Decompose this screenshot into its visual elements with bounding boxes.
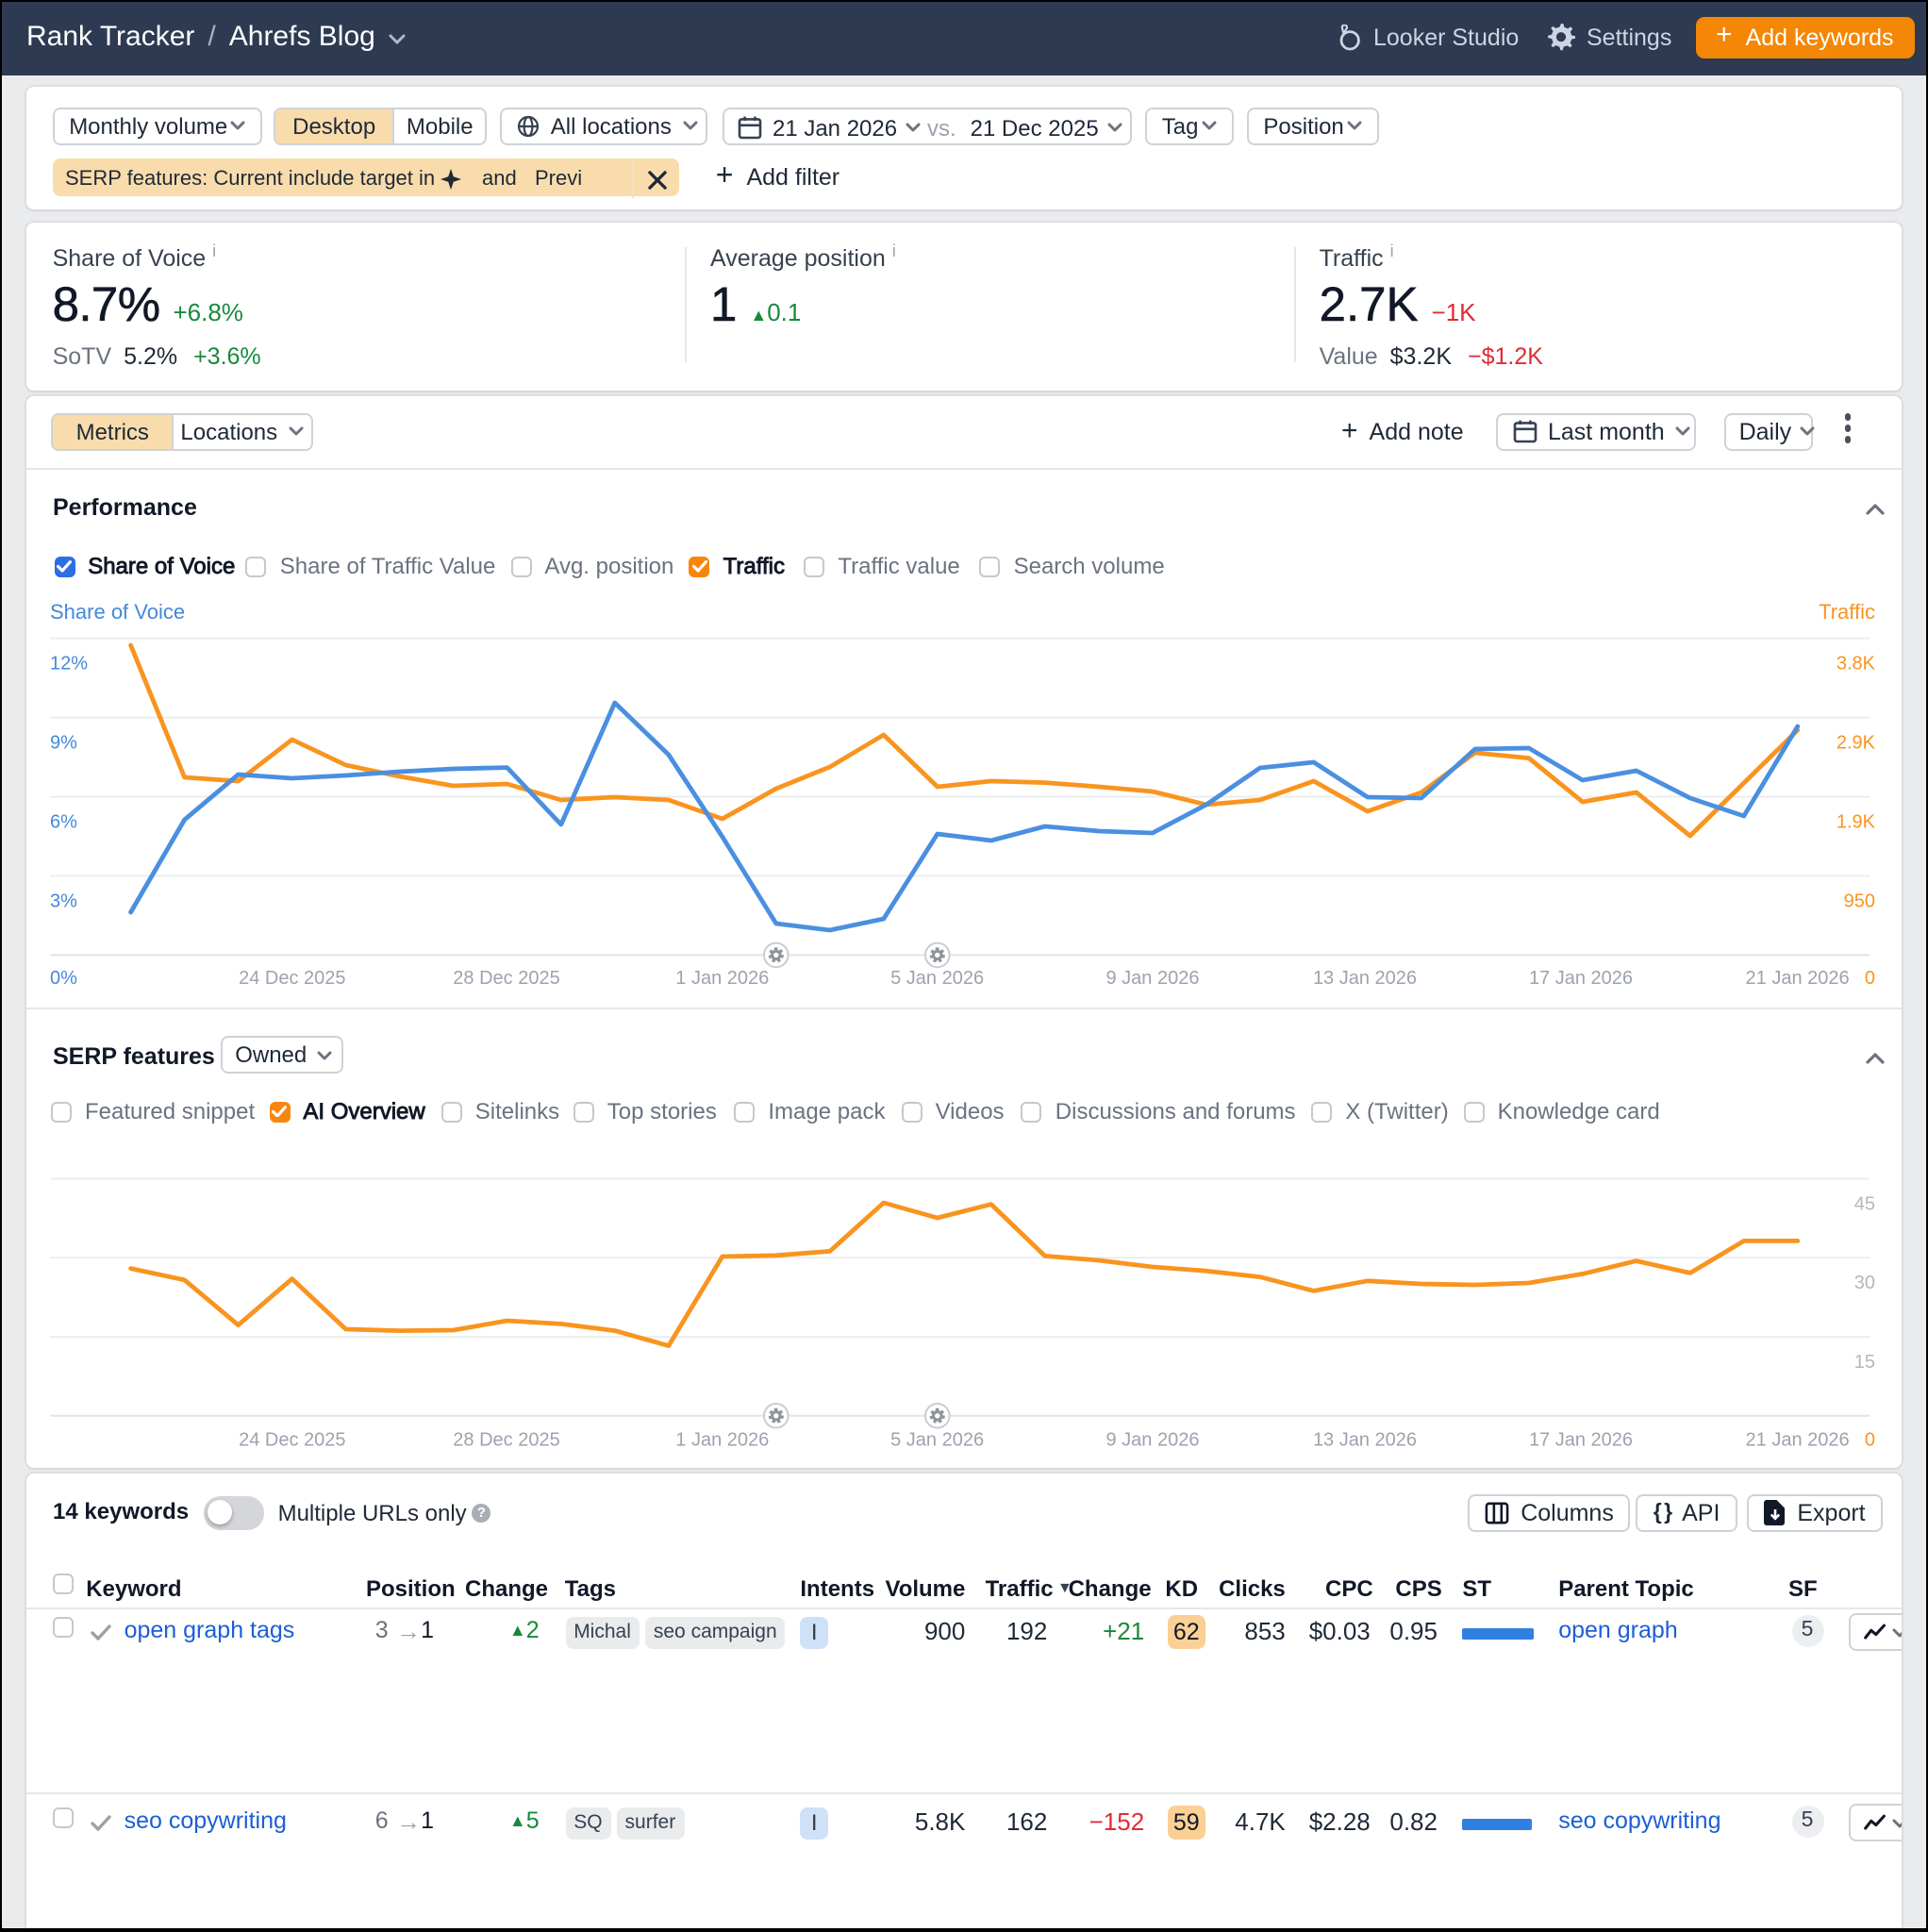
svg-text:3%: 3% — [50, 891, 77, 911]
svg-text:24 Dec 2025: 24 Dec 2025 — [239, 968, 345, 989]
svg-text:5 Jan 2026: 5 Jan 2026 — [890, 1430, 984, 1451]
svg-text:6%: 6% — [50, 812, 77, 833]
svg-text:28 Dec 2025: 28 Dec 2025 — [453, 1430, 559, 1451]
svg-text:1 Jan 2026: 1 Jan 2026 — [675, 1430, 769, 1451]
svg-text:15: 15 — [1854, 1352, 1875, 1373]
svg-text:2.9K: 2.9K — [1837, 733, 1876, 754]
svg-text:5 Jan 2026: 5 Jan 2026 — [890, 968, 984, 989]
svg-text:17 Jan 2026: 17 Jan 2026 — [1529, 968, 1633, 989]
svg-text:21 Jan 2026: 21 Jan 2026 — [1746, 968, 1850, 989]
svg-text:1.9K: 1.9K — [1837, 812, 1876, 833]
svg-text:13 Jan 2026: 13 Jan 2026 — [1313, 968, 1417, 989]
svg-text:3.8K: 3.8K — [1837, 654, 1876, 675]
svg-text:9 Jan 2026: 9 Jan 2026 — [1106, 1430, 1200, 1451]
svg-text:0: 0 — [1865, 1430, 1875, 1451]
svg-text:950: 950 — [1844, 891, 1875, 911]
svg-text:17 Jan 2026: 17 Jan 2026 — [1529, 1430, 1633, 1451]
svg-text:1 Jan 2026: 1 Jan 2026 — [675, 968, 769, 989]
svg-text:9 Jan 2026: 9 Jan 2026 — [1106, 968, 1200, 989]
svg-text:0%: 0% — [50, 968, 77, 989]
svg-text:30: 30 — [1854, 1273, 1875, 1293]
svg-text:45: 45 — [1854, 1193, 1875, 1214]
svg-text:21 Jan 2026: 21 Jan 2026 — [1746, 1430, 1850, 1451]
svg-text:13 Jan 2026: 13 Jan 2026 — [1313, 1430, 1417, 1451]
svg-text:0: 0 — [1865, 968, 1875, 989]
svg-text:12%: 12% — [50, 654, 88, 675]
svg-text:9%: 9% — [50, 733, 77, 754]
svg-text:24 Dec 2025: 24 Dec 2025 — [239, 1430, 345, 1451]
svg-text:28 Dec 2025: 28 Dec 2025 — [453, 968, 559, 989]
